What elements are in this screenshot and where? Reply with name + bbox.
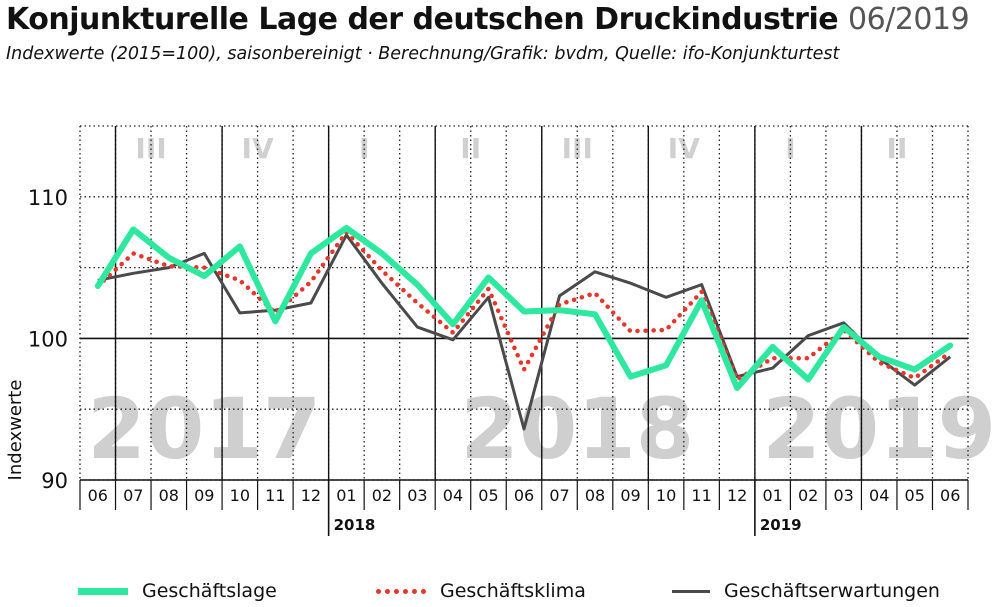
series-line-geschaeftsklima: [95, 228, 953, 383]
x-tick-label: 06: [514, 486, 534, 505]
x-tick-label: 11: [265, 486, 285, 505]
legend-swatch-klima: [376, 588, 426, 594]
x-tick-label: 12: [727, 486, 747, 505]
x-tick-label: 07: [123, 486, 143, 505]
y-tick-label: 100: [28, 327, 68, 351]
legend-item-lage: Geschäftslage: [78, 576, 277, 606]
x-tick-label: 05: [905, 486, 925, 505]
year-marker-label: 2019: [760, 516, 802, 534]
legend-item-erwartungen: Geschäftserwartungen: [672, 576, 940, 606]
chart-title: Konjunkturelle Lage der deutschen Drucki…: [6, 2, 970, 37]
x-tick-label: 12: [301, 486, 321, 505]
x-tick-label: 03: [834, 486, 854, 505]
series-line-geschaeftserwartungen: [97, 233, 952, 431]
x-tick-label: 08: [585, 486, 605, 505]
year-watermark: 2017: [87, 380, 321, 478]
year-marker-label: 2018: [334, 516, 376, 534]
x-tick-label: 08: [159, 486, 179, 505]
x-tick-label: 09: [194, 486, 214, 505]
y-tick-label: 90: [41, 469, 68, 493]
legend-label-erwartungen: Geschäftserwartungen: [724, 580, 940, 602]
x-tick-label: 05: [478, 486, 498, 505]
x-tick-label: 07: [549, 486, 569, 505]
legend-item-klima: Geschäftsklima: [376, 576, 586, 606]
x-tick-label: 02: [798, 486, 818, 505]
x-tick-label: 09: [620, 486, 640, 505]
title-text: Konjunkturelle Lage der deutschen Drucki…: [6, 2, 839, 37]
legend-swatch-lage: [78, 587, 128, 595]
x-tick-label: 11: [691, 486, 711, 505]
x-tick-label: 03: [407, 486, 427, 505]
x-tick-label: 01: [336, 486, 356, 505]
legend-label-lage: Geschäftslage: [142, 580, 277, 602]
series-line-geschaeftslage: [94, 225, 954, 391]
x-tick-label: 04: [443, 486, 463, 505]
x-tick-label: 01: [762, 486, 782, 505]
x-tick-label: 02: [372, 486, 392, 505]
x-tick-label: 10: [656, 486, 676, 505]
chart-subtitle: Indexwerte (2015=100), saisonbereinigt ·…: [6, 44, 840, 64]
y-axis-label: Indexwerte: [5, 380, 26, 481]
legend-swatch-erwartungen: [672, 589, 710, 593]
x-tick-label: 06: [940, 486, 960, 505]
x-tick-label: 10: [230, 486, 250, 505]
title-date: 06/2019: [848, 2, 970, 37]
legend-label-klima: Geschäftsklima: [440, 580, 586, 602]
x-tick-label: 06: [88, 486, 108, 505]
x-tick-label: 04: [869, 486, 889, 505]
y-tick-label: 110: [28, 186, 68, 210]
year-watermark: 2019: [762, 380, 996, 478]
